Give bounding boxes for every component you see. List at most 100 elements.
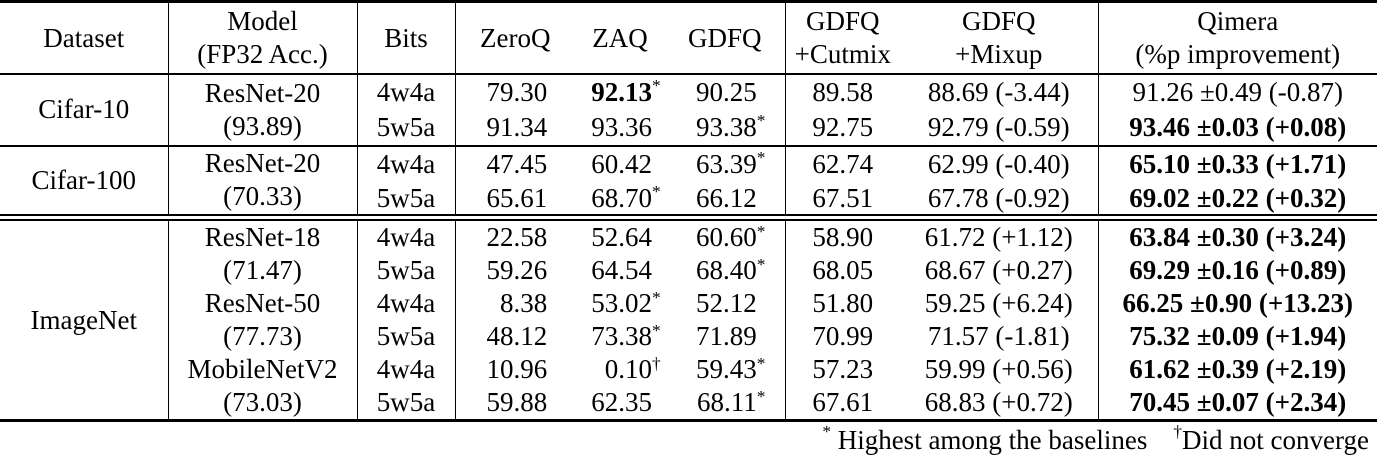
zeroq-cell: 22.58: [455, 218, 575, 255]
qimera-cell: 69.29 ±0.16 (+0.89): [1129, 255, 1347, 286]
model-fp32-acc: (71.47): [223, 255, 302, 285]
bits-cell: 5w5a: [357, 109, 456, 146]
qimera-cell: 93.46 ±0.03 (+0.08): [1129, 111, 1347, 142]
model-name: MobileNetV2: [187, 354, 338, 384]
zeroq-cell: 65.61: [455, 182, 575, 218]
qimera-cell: 63.84 ±0.30 (+3.24): [1129, 222, 1347, 253]
gdfq-mixup-cell: 59.99 (+0.56): [900, 353, 1099, 386]
model-name: ResNet-50: [204, 288, 321, 318]
gdfq-cell: 52.12: [665, 287, 786, 320]
gdfq-cutmix-cell: 57.23: [812, 354, 874, 385]
footnote-star-item: * Highest among the baselines: [822, 422, 1148, 455]
zeroq-cell: 10.96: [455, 353, 575, 386]
model-name: ResNet-20: [204, 77, 321, 108]
col-header-zaq: ZAQ: [592, 22, 648, 53]
gdfq-value: 71.89: [696, 321, 757, 352]
gdfq-cell: 71.89: [665, 320, 786, 353]
gdfq-cell: 90.25: [665, 73, 786, 110]
model-cell: ResNet-20 (70.33): [168, 145, 358, 218]
zeroq-cell: 8.38: [455, 287, 575, 320]
gdfq-mixup-cell: 68.83 (+0.72): [900, 385, 1099, 421]
bits-cell: 5w5a: [357, 320, 456, 353]
footnote-dagger-item: †Did not converge: [1173, 423, 1369, 455]
zaq-cell: 52.64: [575, 218, 665, 255]
col-header-gdfq-mixup-line2: +Mixup: [955, 38, 1043, 69]
model-cell: ResNet-18 (71.47): [168, 217, 358, 287]
zeroq-value: 59.26: [486, 255, 548, 286]
gdfq-cutmix-cell: 62.74: [812, 148, 874, 179]
zaq-value: 93.36: [591, 111, 652, 142]
footnote-star-text: Highest among the baselines: [837, 425, 1148, 455]
col-header-gdfq-cutmix-line1: GDFQ: [805, 5, 880, 36]
table-row: MobileNetV2 (73.03) 4w4a 10.96 0.10† 59.…: [0, 353, 1377, 421]
star-marker: *: [822, 422, 831, 442]
gdfq-cutmix-cell: 89.58: [812, 76, 874, 107]
qimera-cell: 66.25 ±0.90 (+13.23): [1122, 288, 1353, 319]
gdfq-mixup-cell: 67.78 (-0.92): [900, 181, 1099, 218]
col-header-model-line2: (FP32 Acc.): [197, 38, 328, 69]
zeroq-cell: 48.12: [455, 320, 575, 353]
bits-cell: 4w4a: [357, 217, 456, 255]
zaq-cell: 62.35: [575, 386, 665, 421]
col-header-model-line1: Model: [227, 5, 298, 36]
table-row: ResNet-50 (77.73) 4w4a 8.38 53.02* 52.12…: [0, 287, 1377, 353]
zaq-value: 73.38: [591, 321, 652, 352]
header-row: Dataset Model (FP32 Acc.) Bits ZeroQ ZAQ…: [0, 1, 1377, 74]
gdfq-mixup-cell: 68.67 (+0.27): [900, 254, 1099, 287]
qimera-cell: 61.62 ±0.39 (+2.19): [1129, 354, 1347, 385]
gdfq-cutmix-cell: 67.61: [812, 387, 874, 418]
gdfq-cell: 68.11*: [665, 385, 786, 421]
zeroq-value: 48.12: [486, 321, 548, 352]
section-cifar100: Cifar-100 ResNet-20 (70.33) 4w4a 47.45 6…: [0, 145, 1377, 218]
col-header-qimera: Qimera (%p improvement): [1098, 2, 1377, 74]
gdfq-cutmix-cell: 92.75: [812, 111, 874, 142]
gdfq-value: 66.12: [696, 182, 757, 213]
col-header-dataset: Dataset: [0, 1, 169, 74]
gdfq-cutmix-cell: 67.51: [812, 182, 874, 213]
zaq-value: 64.54: [591, 255, 652, 286]
zaq-cell: 0.10†: [575, 353, 665, 386]
zeroq-value: 47.45: [486, 148, 548, 179]
zaq-cell: 93.36: [575, 110, 665, 146]
col-header-gdfq-mixup-line1: GDFQ: [961, 5, 1036, 36]
model-cell: MobileNetV2 (73.03): [168, 353, 358, 421]
zaq-value: 68.70: [591, 182, 652, 213]
bits-cell: 5w5a: [357, 385, 456, 421]
table-row: 5w5a 65.61 68.70* 66.12 67.51 67.78 (-0.…: [0, 181, 1377, 218]
zeroq-cell: 79.30: [455, 74, 575, 110]
qimera-cell: 70.45 ±0.07 (+2.34): [1129, 387, 1347, 418]
section-cifar10: Cifar-10 ResNet-20 (93.89) 4w4a 79.30 92…: [0, 73, 1377, 146]
bits-cell: 4w4a: [357, 353, 456, 386]
table-row: Cifar-100 ResNet-20 (70.33) 4w4a 47.45 6…: [0, 145, 1377, 218]
gdfq-cell: 60.60*: [665, 217, 786, 255]
qimera-cell: 91.26 ±0.49 (-0.87): [1132, 76, 1344, 107]
dataset-cell: Cifar-100: [0, 145, 169, 218]
zaq-cell: 92.13*: [575, 74, 665, 110]
gdfq-cell: 68.40*: [665, 254, 786, 287]
col-header-gdfq-cutmix: GDFQ +Cutmix: [785, 2, 900, 74]
table-row: 5w5a 48.12 73.38* 71.89 70.99 71.57 (-1.…: [0, 320, 1377, 353]
gdfq-cell: 63.39*: [665, 145, 786, 182]
model-fp32-acc: (73.03): [223, 387, 302, 417]
zeroq-cell: 47.45: [455, 146, 575, 182]
zaq-cell: 64.54: [575, 254, 665, 287]
zeroq-value: 91.34: [486, 111, 548, 142]
model-name: ResNet-20: [204, 148, 321, 179]
zeroq-cell: 59.26: [455, 254, 575, 287]
gdfq-value: 68.11: [697, 387, 757, 418]
col-header-gdfq: GDFQ: [665, 1, 786, 74]
zeroq-value: 10.96: [486, 354, 548, 385]
table-row: ImageNet ResNet-18 (71.47) 4w4a 22.58 52…: [0, 217, 1377, 421]
col-header-qimera-line1: Qimera: [1197, 5, 1279, 36]
zaq-cell: 73.38*: [575, 320, 665, 353]
gdfq-value: 59.43: [696, 354, 757, 385]
gdfq-cell: 93.38*: [665, 109, 786, 146]
gdfq-cell: 66.12: [665, 181, 786, 218]
zeroq-value: 65.61: [486, 182, 548, 213]
zaq-cell: 60.42: [575, 146, 665, 182]
table-footnote: * Highest among the baselines †Did not co…: [0, 422, 1377, 455]
gdfq-cutmix-cell: 58.90: [812, 222, 874, 253]
table-row: 5w5a 59.88 62.35 68.11* 67.61 68.83 (+0.…: [0, 385, 1377, 421]
gdfq-mixup-cell: 71.57 (-1.81): [900, 320, 1099, 353]
zaq-cell: 68.70*: [575, 182, 665, 218]
